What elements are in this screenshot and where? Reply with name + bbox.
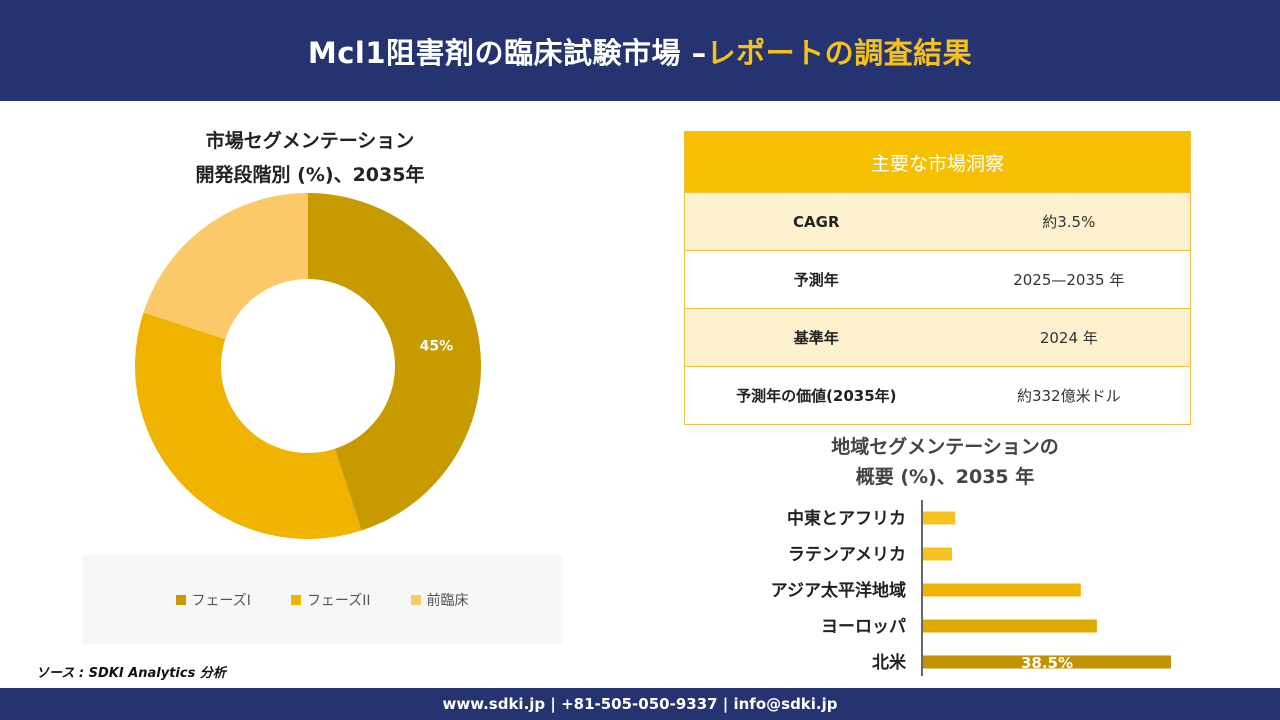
footer-contact: www.sdki.jp | +81-505-050-9337 | info@sd… [442, 695, 838, 713]
insights-row: 基準年 2024 年 [685, 308, 1190, 366]
insights-row: 予測年の価値(2035年) 約332億米ドル [685, 366, 1190, 424]
donut-data-label: 45% [420, 339, 454, 355]
bar-category-label: 北米 [872, 652, 907, 673]
region-chart-title: 地域セグメンテーションの 概要 (%)、2035 年 [760, 432, 1130, 492]
region-title-line1: 地域セグメンテーションの [831, 436, 1059, 458]
insights-value: 約332億米ドル [1016, 387, 1121, 405]
donut-title-line2: 開発段階別 (%)、2035年 [195, 164, 425, 186]
insights-value: 約3.5% [1042, 213, 1096, 231]
insights-value: 2024 年 [1039, 329, 1098, 347]
title-accent: レポートの調査結果 [706, 35, 973, 70]
legend-label: 前臨床 [426, 592, 469, 609]
region-bar [923, 619, 1097, 633]
insights-heading: 主要な市場洞察 [685, 132, 1190, 192]
region-bar [923, 547, 952, 561]
legend-item: 前臨床 [410, 590, 469, 610]
bar-data-label: 38.5% [1021, 654, 1073, 672]
donut-slice [308, 193, 481, 531]
region-bar [923, 583, 1081, 597]
market-insights-table: 主要な市場洞察 CAGR 約3.5% 予測年 2025—2035 年 基準年 2… [684, 131, 1191, 425]
region-title-line2: 概要 (%)、2035 年 [855, 466, 1035, 488]
bar-category-label: 中東とアフリカ [787, 508, 906, 529]
donut-slice [143, 193, 308, 340]
donut-chart-title: 市場セグメンテーション 開発段階別 (%)、2035年 [120, 124, 500, 192]
legend-item: フェーズI [175, 590, 251, 610]
insights-row: CAGR 約3.5% [685, 192, 1190, 250]
region-bar [923, 511, 956, 525]
donut-title-line1: 市場セグメンテーション [205, 130, 415, 152]
insights-key: CAGR [793, 212, 840, 231]
page-title: Mcl1阻害剤の臨床試験市場 –レポートの調査結果 [308, 30, 972, 72]
insights-row: 予測年 2025—2035 年 [685, 250, 1190, 308]
insights-key: 予測年 [793, 271, 839, 289]
title-main: Mcl1阻害剤の臨床試験市場 – [307, 35, 707, 70]
source-note: ソース : SDKI Analytics 分析 [36, 666, 226, 681]
insights-key: 基準年 [793, 329, 839, 347]
legend-label: フェーズII [306, 592, 371, 609]
footer-bar: www.sdki.jp | +81-505-050-9337 | info@sd… [0, 688, 1280, 720]
legend-swatch [290, 594, 301, 605]
bar-category-label: アジア太平洋地域 [771, 580, 906, 601]
legend-swatch [410, 594, 421, 605]
donut-chart: 45% [135, 193, 481, 539]
insights-key: 予測年の価値(2035年) [736, 387, 897, 405]
region-bar [923, 655, 1171, 669]
bar-category-label: ラテンアメリカ [788, 545, 906, 565]
insights-value: 2025—2035 年 [1013, 271, 1125, 289]
legend-swatch [175, 594, 186, 605]
bar-category-label: ヨーロッパ [821, 617, 906, 637]
donut-slice [135, 312, 362, 539]
donut-legend: フェーズI フェーズII 前臨床 [82, 555, 562, 644]
legend-item: フェーズII [290, 590, 371, 610]
header-banner: Mcl1阻害剤の臨床試験市場 –レポートの調査結果 [0, 0, 1280, 101]
legend-label: フェーズI [191, 592, 251, 609]
